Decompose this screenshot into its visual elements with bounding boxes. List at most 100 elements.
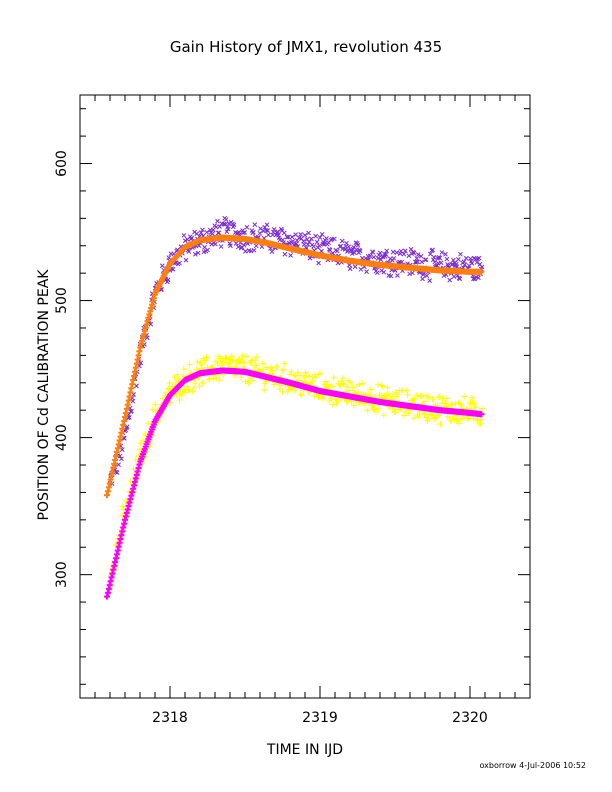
data-point bbox=[414, 255, 420, 261]
data-point bbox=[186, 361, 193, 368]
data-point bbox=[334, 248, 340, 254]
data-point bbox=[275, 229, 281, 235]
data-point bbox=[436, 393, 443, 400]
data-point bbox=[166, 380, 173, 387]
data-point bbox=[437, 421, 444, 428]
data-point bbox=[225, 360, 232, 367]
data-point bbox=[377, 392, 384, 399]
data-point bbox=[235, 244, 241, 250]
data-point bbox=[196, 383, 203, 390]
data-point bbox=[219, 358, 226, 365]
data-point bbox=[452, 400, 459, 407]
series-1 bbox=[104, 234, 485, 499]
data-point bbox=[119, 447, 125, 452]
data-point bbox=[165, 385, 172, 392]
data-point bbox=[301, 238, 306, 244]
data-point bbox=[408, 246, 414, 252]
data-point bbox=[226, 357, 233, 364]
data-point bbox=[474, 417, 481, 424]
y-axis: 300 400 500 600 bbox=[54, 108, 530, 685]
data-point bbox=[172, 379, 179, 386]
data-point bbox=[185, 386, 192, 393]
data-point bbox=[176, 396, 183, 403]
data-point bbox=[243, 353, 250, 360]
data-point bbox=[331, 236, 337, 242]
data-point bbox=[189, 235, 195, 241]
data-point bbox=[430, 412, 437, 419]
data-point bbox=[223, 354, 230, 361]
data-point bbox=[301, 374, 308, 381]
data-point bbox=[259, 360, 266, 367]
data-point bbox=[425, 394, 432, 401]
data-point bbox=[184, 383, 191, 390]
data-point bbox=[413, 392, 420, 399]
data-point bbox=[319, 232, 325, 237]
data-point bbox=[177, 260, 182, 266]
data-point bbox=[413, 260, 419, 265]
data-point bbox=[337, 382, 344, 389]
data-point bbox=[253, 243, 259, 249]
data-point bbox=[442, 400, 449, 407]
data-point bbox=[459, 415, 466, 422]
y-tick-label: 500 bbox=[54, 287, 70, 314]
data-point bbox=[142, 430, 149, 437]
data-point bbox=[384, 384, 391, 391]
data-point bbox=[420, 410, 427, 417]
data-point bbox=[280, 366, 287, 373]
data-point bbox=[344, 240, 349, 246]
data-point bbox=[170, 266, 176, 272]
data-point bbox=[206, 375, 213, 382]
data-point bbox=[314, 239, 320, 245]
data-point bbox=[358, 266, 364, 272]
data-point bbox=[329, 383, 336, 390]
data-point bbox=[233, 241, 239, 246]
data-point bbox=[364, 269, 369, 274]
data-point bbox=[389, 405, 396, 412]
data-point bbox=[356, 381, 363, 388]
data-point bbox=[200, 227, 205, 233]
data-point bbox=[253, 362, 260, 369]
data-point bbox=[231, 222, 237, 228]
data-point bbox=[257, 230, 263, 236]
data-point bbox=[144, 420, 151, 427]
data-point bbox=[126, 415, 132, 420]
data-point bbox=[438, 260, 444, 266]
data-point bbox=[250, 229, 256, 235]
data-point bbox=[458, 401, 465, 408]
data-point bbox=[198, 230, 204, 236]
data-point bbox=[201, 357, 208, 364]
data-point bbox=[132, 456, 139, 463]
data-point bbox=[266, 232, 271, 238]
data-point bbox=[181, 386, 188, 393]
data-point bbox=[144, 335, 150, 341]
data-point bbox=[463, 255, 469, 261]
data-point bbox=[421, 411, 428, 418]
data-point bbox=[352, 264, 358, 270]
data-point bbox=[388, 273, 394, 279]
data-point bbox=[199, 379, 206, 386]
data-point bbox=[216, 377, 223, 384]
data-point bbox=[454, 264, 460, 270]
data-point bbox=[418, 253, 424, 259]
data-point bbox=[329, 401, 336, 408]
data-point bbox=[439, 250, 445, 255]
data-point bbox=[268, 367, 275, 374]
y-axis-label: POSITION OF Cd CALIBRATION PEAK bbox=[36, 269, 52, 521]
data-point bbox=[456, 420, 463, 427]
data-point bbox=[301, 378, 308, 385]
data-point bbox=[472, 404, 479, 411]
data-point bbox=[317, 235, 323, 240]
data-point bbox=[220, 359, 227, 366]
data-point bbox=[374, 270, 380, 275]
data-point bbox=[216, 230, 222, 236]
series-0 bbox=[107, 215, 485, 486]
data-point bbox=[241, 242, 247, 248]
data-point bbox=[261, 386, 268, 393]
data-point bbox=[474, 260, 480, 265]
data-point bbox=[116, 462, 121, 467]
data-point bbox=[296, 372, 303, 379]
data-point bbox=[159, 263, 165, 269]
data-point bbox=[420, 276, 425, 282]
data-point bbox=[316, 260, 321, 266]
data-point bbox=[213, 224, 219, 230]
